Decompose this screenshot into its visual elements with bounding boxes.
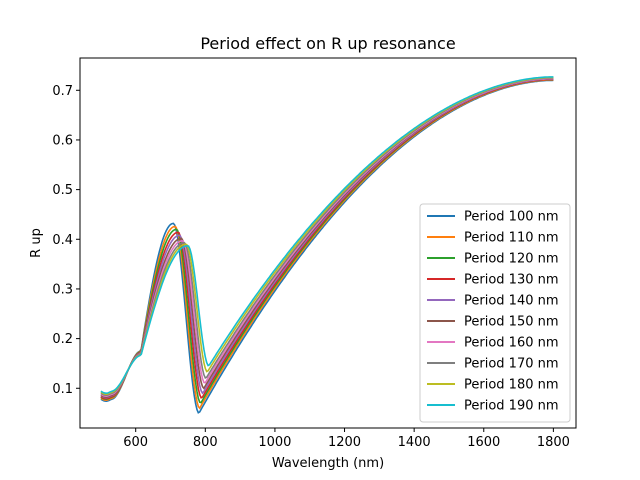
- series-line-10: [100, 76, 554, 395]
- x-tick-label: 1600: [467, 435, 500, 450]
- y-tick-label: 0.6: [52, 133, 73, 148]
- y-tick-label: 0.2: [52, 332, 73, 347]
- y-tick-label: 0.7: [52, 84, 73, 99]
- x-tick-label: 1000: [258, 435, 291, 450]
- y-tick-label: 0.3: [52, 282, 73, 297]
- legend-label: Period 170 nm: [464, 357, 559, 372]
- x-tick-label: 600: [123, 435, 148, 450]
- legend-label: Period 110 nm: [464, 231, 559, 246]
- legend-box: [419, 203, 571, 423]
- legend-label: Period 100 nm: [464, 210, 559, 225]
- y-axis: 0.1 0.2 0.3 0.4 0.5 0.6 0.7: [52, 84, 80, 397]
- x-tick-label: 1800: [537, 435, 570, 450]
- legend: Period 100 nm Period 110 nm Period 120 nm P…: [419, 203, 571, 423]
- y-axis-label: R up: [29, 228, 44, 258]
- legend-label: Period 130 nm: [464, 273, 559, 288]
- legend-label: Period 120 nm: [464, 252, 559, 267]
- y-tick-label: 0.1: [52, 382, 73, 397]
- x-tick-label: 1200: [328, 435, 361, 450]
- x-tick-label: 1400: [398, 435, 431, 450]
- legend-label: Period 180 nm: [464, 378, 559, 393]
- legend-label: Period 160 nm: [464, 336, 559, 351]
- x-axis-label: Wavelength (nm): [272, 456, 384, 471]
- chart-title: Period effect on R up resonance: [200, 34, 455, 53]
- y-tick-label: 0.4: [52, 233, 73, 248]
- legend-label: Period 140 nm: [464, 294, 559, 309]
- x-tick-label: 800: [193, 435, 218, 450]
- plot-frame: [79, 57, 577, 429]
- legend-label: Period 150 nm: [464, 315, 559, 330]
- legend-label: Period 190 nm: [464, 399, 559, 414]
- series-lines: [100, 76, 554, 414]
- x-axis: 600 800 1000 1200 1400 1600 1800: [123, 428, 570, 450]
- y-tick-label: 0.5: [52, 183, 73, 198]
